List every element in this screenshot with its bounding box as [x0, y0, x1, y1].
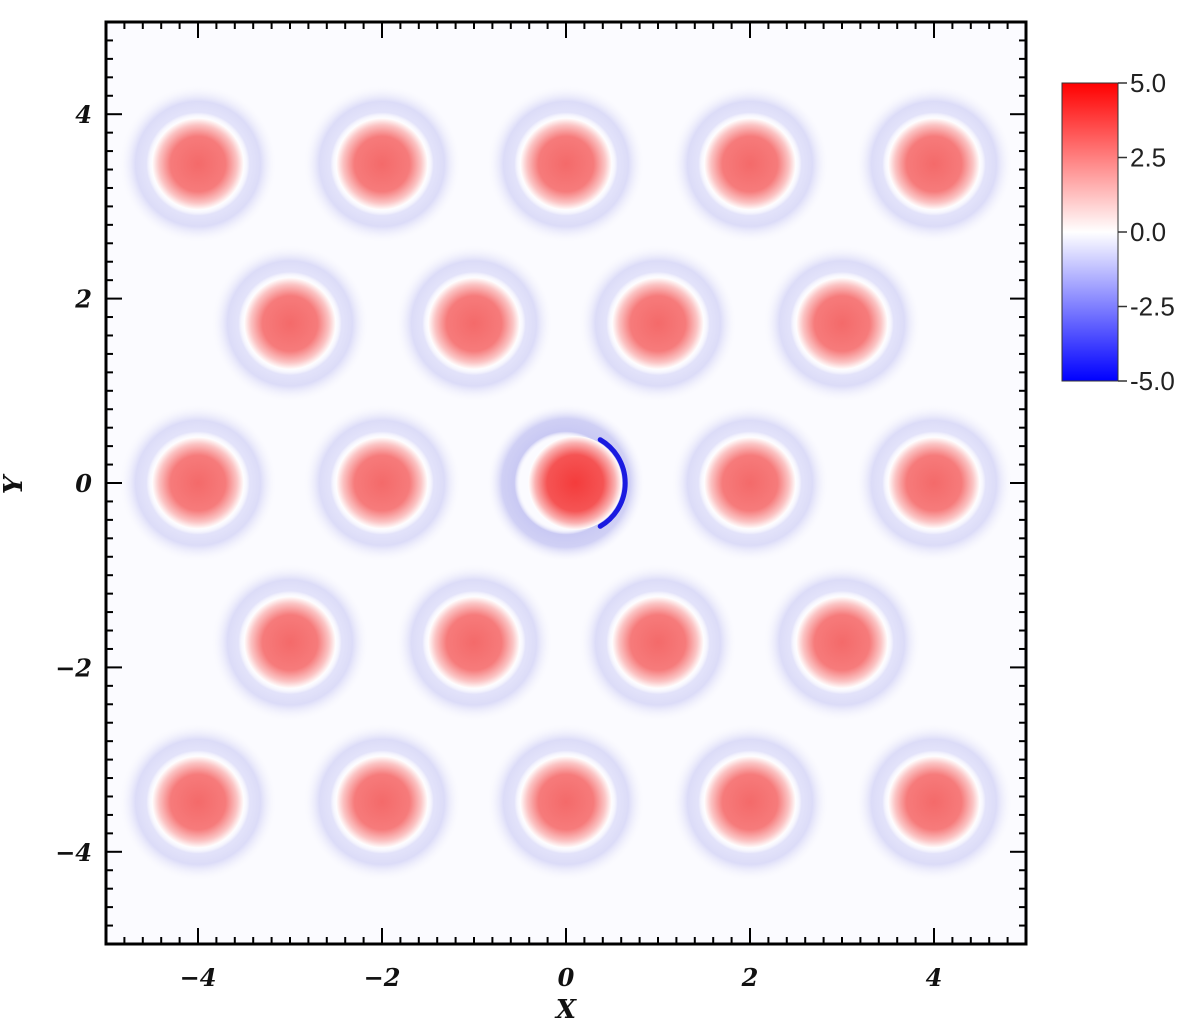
- vortex-core: [704, 756, 796, 849]
- vortex-core: [152, 437, 244, 529]
- y-tick-label: −2: [55, 653, 92, 682]
- y-tick-label: 2: [74, 285, 92, 314]
- vortex-core: [428, 277, 520, 370]
- vortex-core: [704, 437, 796, 529]
- vortex-core: [428, 596, 520, 689]
- colorbar-tick-label: 5.0: [1130, 68, 1166, 98]
- vortex-core: [888, 437, 980, 529]
- x-tick-label: −2: [364, 963, 401, 992]
- colorbar-tick-label: -5.0: [1130, 366, 1175, 396]
- vortex-core: [612, 596, 704, 689]
- y-axis-title: Y: [0, 473, 29, 494]
- x-tick-label: 4: [926, 963, 943, 992]
- x-axis-title: X: [554, 995, 578, 1025]
- vortex-core: [152, 117, 244, 210]
- vortex-core: [704, 117, 796, 210]
- axis-ticks: [105, 21, 1027, 945]
- vortex-core: [244, 596, 336, 689]
- x-tick-label: 0: [558, 963, 575, 992]
- vortex-core: [336, 117, 428, 210]
- vortex-core: [796, 596, 888, 689]
- colorbar-tick-label: 2.5: [1130, 143, 1166, 173]
- vortex-core: [520, 117, 612, 210]
- colorbar-tick-label: -2.5: [1130, 292, 1175, 322]
- vortex-core: [336, 437, 428, 529]
- vortex-core: [888, 117, 980, 210]
- x-tick-label: 2: [741, 963, 759, 992]
- vortex-core: [336, 756, 428, 849]
- vortex-core: [528, 436, 623, 530]
- field-layer: [119, 85, 1013, 881]
- y-tick-label: 0: [75, 469, 92, 498]
- y-tick-label: −4: [55, 838, 92, 867]
- axis-tick-labels: −4 −2 0 2 4 −4 −2 0 2 4: [55, 100, 942, 992]
- vortex-core: [612, 277, 704, 370]
- y-tick-label: 4: [75, 100, 92, 129]
- vortex-core: [244, 277, 336, 370]
- vortex-core: [152, 756, 244, 849]
- vortex-core: [796, 277, 888, 370]
- vortex-core: [888, 756, 980, 849]
- vortex-edge-negative: [597, 437, 628, 529]
- x-tick-label: −4: [180, 963, 217, 992]
- colorbar-ticks: 5.0 2.5 0.0 -2.5 -5.0: [1118, 68, 1175, 396]
- colorbar-tick-label: 0.0: [1130, 217, 1166, 247]
- vortex-core: [520, 756, 612, 849]
- colorbar: [1061, 82, 1119, 382]
